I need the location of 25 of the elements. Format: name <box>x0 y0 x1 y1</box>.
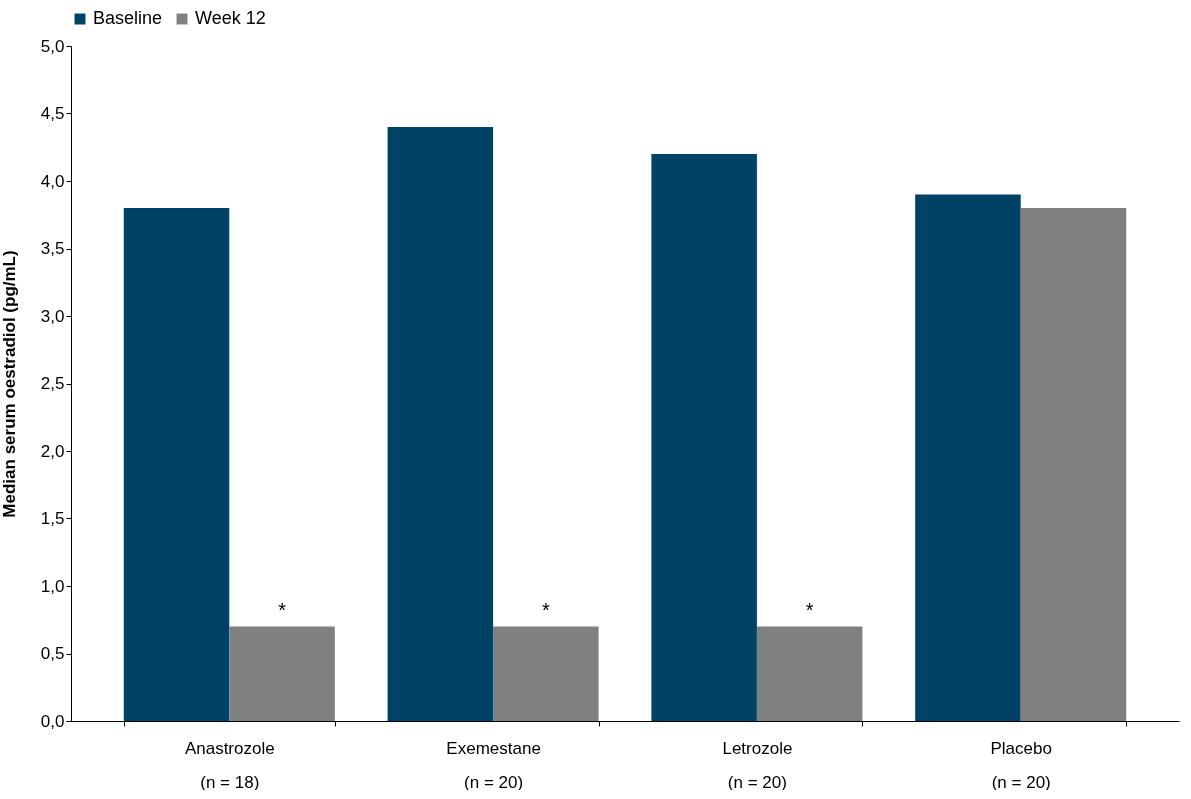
bar <box>229 626 335 721</box>
y-tick-label: 4,5 <box>40 104 65 123</box>
y-tick-label: 0,5 <box>40 644 65 663</box>
y-tick-label: 5,0 <box>40 36 65 56</box>
y-tick-label: 0,0 <box>40 711 65 731</box>
bar <box>756 626 863 721</box>
legend-label: Week 12 <box>195 8 266 28</box>
bar <box>387 127 494 721</box>
annotation: * <box>541 598 550 621</box>
bar <box>915 194 1021 721</box>
annotation: * <box>805 598 814 621</box>
y-tick-label: 3,5 <box>40 239 65 258</box>
y-tick-label: 1,0 <box>40 576 65 596</box>
legend-label: Baseline <box>93 8 163 28</box>
y-tick-label: 3,0 <box>40 306 65 326</box>
bar <box>1020 208 1127 721</box>
y-tick-label: 4,0 <box>40 171 65 191</box>
y-tick-label: 2,5 <box>40 374 65 393</box>
bar <box>493 626 599 721</box>
y-tick-label: 2,0 <box>40 441 65 461</box>
y-tick-label: 1,5 <box>40 509 65 528</box>
bar <box>123 208 230 721</box>
bar <box>651 154 757 721</box>
annotation: * <box>278 598 287 621</box>
y-axis-title: Median serum oestradiol (pg/mL) <box>0 250 19 518</box>
